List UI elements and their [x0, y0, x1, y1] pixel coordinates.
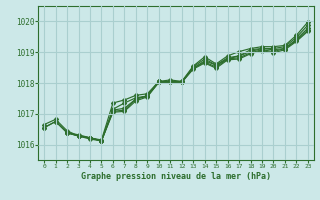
X-axis label: Graphe pression niveau de la mer (hPa): Graphe pression niveau de la mer (hPa) — [81, 172, 271, 181]
